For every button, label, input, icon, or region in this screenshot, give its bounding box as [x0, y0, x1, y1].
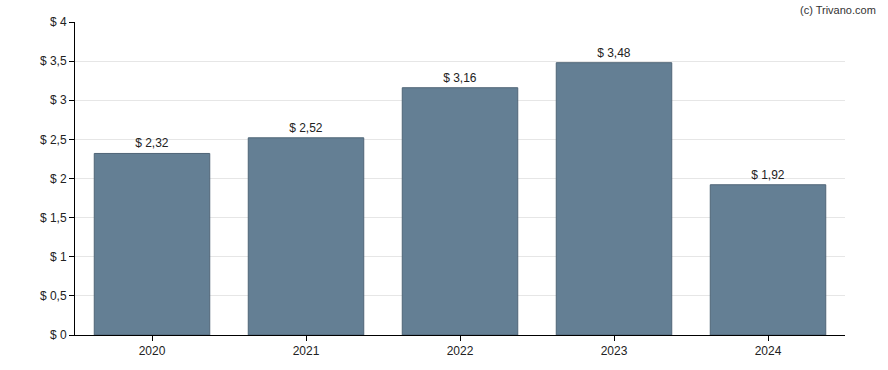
svg-text:2024: 2024 — [755, 344, 782, 358]
svg-text:$ 2,52: $ 2,52 — [289, 121, 323, 135]
svg-text:2020: 2020 — [139, 344, 166, 358]
svg-text:$ 0: $ 0 — [50, 328, 67, 342]
svg-text:$ 3: $ 3 — [50, 93, 67, 107]
svg-text:$ 4: $ 4 — [50, 15, 67, 29]
svg-text:2021: 2021 — [293, 344, 320, 358]
svg-text:$ 1,92: $ 1,92 — [751, 168, 785, 182]
svg-text:$ 1,5: $ 1,5 — [40, 211, 67, 225]
svg-text:$ 3,5: $ 3,5 — [40, 54, 67, 68]
svg-text:$ 1: $ 1 — [50, 250, 67, 264]
svg-text:(c) Trivano.com: (c) Trivano.com — [800, 4, 876, 16]
svg-text:$ 2,5: $ 2,5 — [40, 133, 67, 147]
svg-text:$ 2,32: $ 2,32 — [135, 136, 169, 150]
svg-text:$ 3,48: $ 3,48 — [597, 46, 631, 60]
svg-text:$ 3,16: $ 3,16 — [443, 71, 477, 85]
svg-text:2022: 2022 — [447, 344, 474, 358]
svg-text:$ 0,5: $ 0,5 — [40, 289, 67, 303]
svg-text:$ 2: $ 2 — [50, 172, 67, 186]
svg-text:2023: 2023 — [601, 344, 628, 358]
